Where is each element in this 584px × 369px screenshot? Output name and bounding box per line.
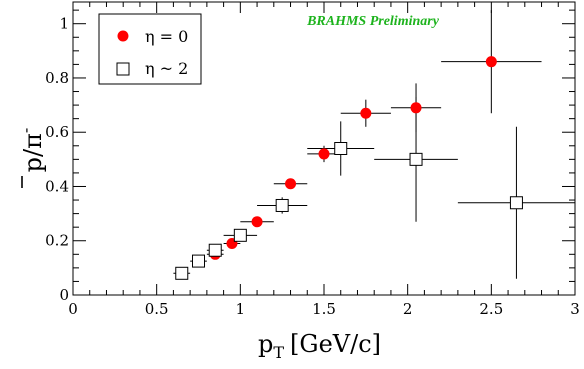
y-tick-label: 1 bbox=[59, 15, 69, 33]
legend-marker-eta2 bbox=[116, 62, 130, 76]
data-point-eta2 bbox=[233, 228, 247, 242]
legend-marker-eta0 bbox=[117, 30, 129, 42]
data-point-eta0 bbox=[410, 102, 422, 114]
y-tick-label: 0.8 bbox=[45, 69, 69, 87]
svg-text:p/π-: p/π- bbox=[16, 128, 47, 173]
data-point-eta2 bbox=[334, 142, 348, 155]
data-point-eta0 bbox=[318, 148, 330, 160]
data-point-eta0 bbox=[485, 56, 497, 68]
annotation-brahms-preliminary: BRAHMS Preliminary bbox=[306, 14, 440, 29]
data-point-eta0 bbox=[285, 178, 297, 190]
data-point-eta0 bbox=[360, 107, 372, 119]
x-axis-title-p: p bbox=[258, 330, 273, 358]
data-point-eta2 bbox=[175, 266, 189, 280]
data-point-eta2 bbox=[192, 254, 205, 268]
legend-label-eta2: η ~ 2 bbox=[145, 59, 188, 78]
y-tick-label: 0 bbox=[59, 286, 69, 304]
tick-labels: 0 0.5 1 1.5 2 2.5 3 0 0.2 0.4 0.6 0.8 1 bbox=[45, 15, 580, 318]
x-tick-label: 3 bbox=[570, 300, 580, 318]
y-axis-title: p/π- bbox=[16, 128, 47, 188]
data-point-eta0 bbox=[251, 216, 263, 228]
x-tick-label: 0.5 bbox=[145, 300, 169, 318]
y-tick-label: 0.2 bbox=[45, 232, 69, 250]
x-axis-title-unit: [GeV/c] bbox=[290, 330, 381, 358]
data-point-eta2 bbox=[509, 196, 523, 210]
x-tick-label: 1.5 bbox=[312, 300, 336, 318]
y-tick-label: 0.4 bbox=[45, 177, 69, 195]
x-tick-label: 2.5 bbox=[479, 300, 503, 318]
data-point-eta2 bbox=[275, 198, 289, 212]
x-axis-title-sub: T bbox=[273, 343, 284, 362]
x-tick-label: 1 bbox=[236, 300, 246, 318]
y-axis-title-sup: - bbox=[16, 128, 35, 133]
data-point-eta2 bbox=[409, 152, 423, 166]
legend-label-eta0: η = 0 bbox=[145, 27, 188, 46]
axis-ticks bbox=[72, 2, 576, 296]
x-tick-label: 0 bbox=[68, 300, 78, 318]
y-tick-label: 0.6 bbox=[45, 123, 69, 141]
x-axis-title: pT [GeV/c] bbox=[258, 330, 381, 362]
legend-box bbox=[98, 13, 202, 85]
y-axis-title-base: p/π bbox=[19, 133, 47, 172]
svg-text:pT[GeV/c]: pT [GeV/c] bbox=[258, 330, 381, 362]
x-tick-label: 2 bbox=[403, 300, 413, 318]
legend: η = 0 η ~ 2 bbox=[98, 13, 202, 85]
data-markers bbox=[175, 56, 523, 280]
data-point-eta2 bbox=[208, 243, 222, 257]
